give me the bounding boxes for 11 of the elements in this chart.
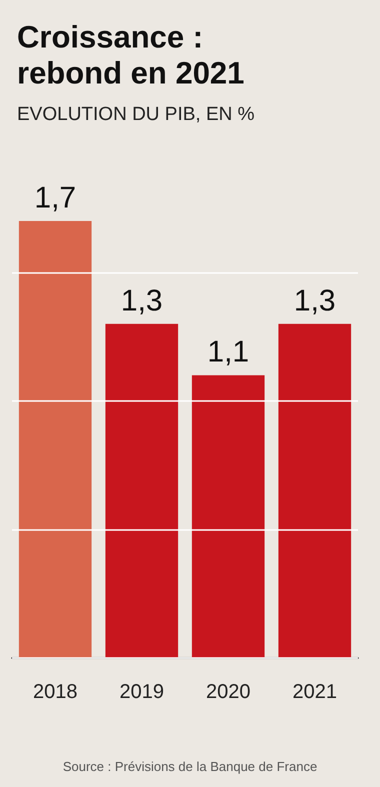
chart-title: Croissance : rebond en 2021 xyxy=(17,20,244,90)
x-tick-label: 2018 xyxy=(33,681,78,703)
source-note: Source : Prévisions de la Banque de France xyxy=(62,759,318,774)
data-label: 1,7 xyxy=(34,182,76,214)
data-label: 1,3 xyxy=(120,284,163,318)
data-label: 1,3 xyxy=(294,284,336,318)
chart-subtitle: EVOLUTION DU PIB, EN % xyxy=(17,104,255,125)
x-tick-label: 2021 xyxy=(292,681,337,703)
data-label: 1,1 xyxy=(207,336,250,369)
x-tick-label: 2019 xyxy=(120,681,164,703)
x-tick-label: 2020 xyxy=(206,681,250,703)
